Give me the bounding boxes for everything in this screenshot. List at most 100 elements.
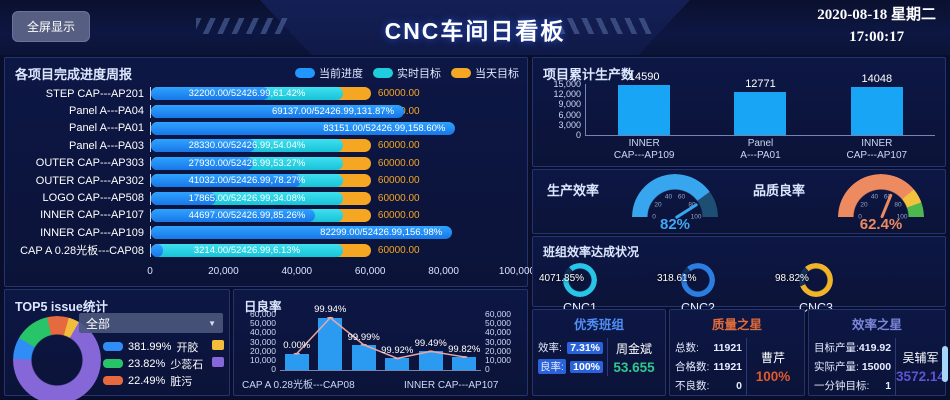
gauge-tick-label: 40 (664, 193, 673, 201)
gauge-tick-label: 60 (677, 193, 686, 201)
bar-value-label: 14048 (861, 73, 893, 86)
legend-label: 少蕊石 (170, 358, 204, 371)
progress-row-track: 27930.00/52426.99,53.27% 60000.00 (150, 156, 517, 170)
daily-percent-label: 99.82% (448, 343, 481, 355)
legend-swatch-icon (451, 68, 471, 78)
progress-x-axis: 0 20,000 40,000 60,000 80,000 100,000 (147, 266, 535, 280)
y-axis-tick: 3,000 (558, 119, 581, 130)
issue-filter-dropdown[interactable]: 全部 ▼ (79, 313, 223, 333)
legend-swatch-icon (103, 376, 123, 385)
y-axis-tick-left: 30,000 (250, 336, 276, 347)
progress-row-label: CAP A 0.28光板---CAP08 (20, 245, 144, 258)
y-axis-tick-right: 50,000 (485, 318, 511, 329)
production-chart: 15,000 12,000 9,000 6,000 3,000 0 14590 INNER CA… (553, 71, 935, 161)
production-bar (850, 87, 903, 135)
daily-bar-group (381, 314, 414, 370)
team-ring-chart (563, 263, 597, 297)
daily-yield-line (293, 314, 468, 360)
progress-row: OUTER CAP---AP303 27930.00/52426.99,53.27… (15, 155, 517, 172)
time-text: 17:00:17 (849, 28, 905, 45)
top5-legend-item-0[interactable]: 381.99% 开胶 (103, 338, 203, 355)
gauge-widget: 02040608010082% (625, 170, 725, 233)
star-row: 一分钟目标: 1 (814, 376, 891, 395)
top5-legend-swatch-4[interactable] (212, 340, 224, 350)
progress-row: INNER CAP---AP107 44697.00/52426.99,85.26… (15, 207, 517, 224)
legend-label: 当前进度 (319, 68, 363, 80)
progress-row-value: 28330.00/52426.99,54.04% (188, 140, 306, 152)
team-panel-title: 班组效率达成状况 (543, 245, 640, 259)
legend-item-0[interactable]: 当前进度 (295, 65, 363, 81)
daily-bar-group (414, 314, 447, 370)
gauge-tick-label: 0 (652, 213, 656, 221)
star-row-label: 合格数: (675, 361, 710, 373)
x-axis-tick: 40,000 (281, 266, 313, 277)
star-row-label: 实际产量: (814, 361, 859, 373)
progress-row-value: 83151.00/52426.99,158.60% (323, 122, 446, 134)
star-person-name: 周金斌 (615, 341, 652, 356)
star-panel-title: 质量之星 (711, 318, 762, 332)
progress-row-label: Panel A---PA04 (68, 105, 144, 118)
progress-row: Panel A---PA03 28330.00/52426.99,54.04% 60… (15, 137, 517, 154)
fullscreen-button[interactable]: 全屏显示 (12, 11, 91, 42)
bar-value-label: 12771 (745, 77, 776, 90)
bar-value-label: 14590 (628, 71, 660, 84)
gauge-tick-label: 20 (654, 201, 662, 209)
star-table: 效率: 7.31% 良率: 100% (538, 338, 608, 376)
progress-row-track: 17865.00/52426.99,34.08% 60000.00 (150, 191, 517, 205)
progress-row: CAP A 0.28光板---CAP08 3214.00/52426.99,6.1… (15, 242, 517, 259)
day-target-label: 60000.00 (377, 209, 420, 221)
top5-legend-item-1[interactable]: 23.82% 少蕊石 (103, 355, 203, 372)
star-row: 合格数: 11921 (675, 357, 742, 376)
y-axis-tick-left: 50,000 (250, 318, 276, 329)
star-panel-body: 目标产量: 419.92 实际产量: 15000 一分钟目标: 1 吴辅军 3572.14 (809, 338, 945, 395)
top5-legend-swatch-5[interactable] (212, 357, 224, 367)
gauge-tick-label: 40 (870, 193, 879, 201)
progress-row-track: 83151.00/52426.99,158.60%60000.00 (150, 121, 517, 135)
progress-row: OUTER CAP---AP302 41032.00/52426.99,78.27… (15, 172, 517, 189)
y-axis-tick-right: 30,000 (485, 336, 511, 347)
x-axis-tick: 20,000 (208, 266, 239, 277)
production-panel-title: 项目累计生产数 (543, 67, 635, 82)
progress-row-value: 41032.00/52426.99,78.27% (188, 175, 306, 187)
progress-row: LOGO CAP---AP508 17865.00/52426.99,34.08%… (15, 189, 517, 206)
production-bar (734, 91, 787, 135)
day-target-label: 60000.00 (377, 244, 420, 256)
scrollbar-thumb[interactable] (942, 346, 948, 382)
legend-swatch-icon (103, 359, 123, 368)
star-big-value: 53.655 (613, 359, 655, 375)
star-row: 总数: 11921 (675, 338, 742, 357)
star-row: 目标产量: 419.92 (814, 338, 891, 357)
gauge-title: 品质良率 (753, 183, 806, 198)
progress-row-value: 69137.00/52426.99,131.87% (272, 105, 395, 117)
production-bar-group: 14590 INNER CAP---AP109 (586, 71, 702, 160)
legend-item-1[interactable]: 实时目标 (373, 65, 441, 81)
page-title: CNC车间日看板 (384, 18, 566, 44)
daily-bar (418, 351, 443, 370)
team-efficiency-panel: 班组效率达成状况 4071.85% CNC1 318.61% CNC2 98.82% CN… (532, 236, 946, 315)
daily-panel-title: 日良率 (244, 300, 282, 314)
gauge-tick-label: 0 (858, 213, 862, 221)
progress-row: Panel A---PA01 83151.00/52426.99,158.60%6… (15, 120, 517, 137)
top5-legend-item-2[interactable]: 22.49% 脏污 (103, 372, 203, 389)
daily-percent-label: 99.99% (347, 331, 380, 343)
bar-current-progress (151, 243, 163, 257)
excellent-team-panel: 优秀班组 效率: 7.31% 良率: 100% 周金斌 53.655 (532, 309, 666, 396)
progress-row-label: Panel A---PA03 (68, 139, 144, 152)
daily-bar (452, 356, 477, 370)
top5-issue-panel: TOP5 issue统计 全部 ▼ 381.99% 开胶 23.82% 少蕊石 22.4… (4, 289, 230, 400)
legend-label: 脏污 (170, 375, 193, 388)
star-big-value: 3572.14 (896, 369, 945, 384)
legend-item-2[interactable]: 当天目标 (451, 65, 519, 81)
gauges-panel: 生产效率02040608010082%品质良率02040608010062.4% (532, 169, 946, 234)
daily-percent-label: 99.94% (314, 304, 347, 316)
daily-bar (351, 344, 376, 370)
team-percent-label: 318.61% (657, 273, 697, 284)
star-row-value: 419.92 (858, 341, 892, 354)
quality-star-panel: 质量之星 总数: 11921 合格数: 11921 不良数: 0 曹芹 100% (669, 309, 805, 396)
day-target-label: 60000.00 (377, 88, 420, 100)
progress-row-label: INNER CAP---AP107 (40, 209, 144, 222)
day-target-label: 60000.00 (377, 157, 420, 169)
production-bar-group: 14048 INNER CAP---AP107 (819, 73, 935, 160)
star-row-value: 0 (736, 379, 742, 392)
legend-label: 当天目标 (475, 68, 519, 80)
